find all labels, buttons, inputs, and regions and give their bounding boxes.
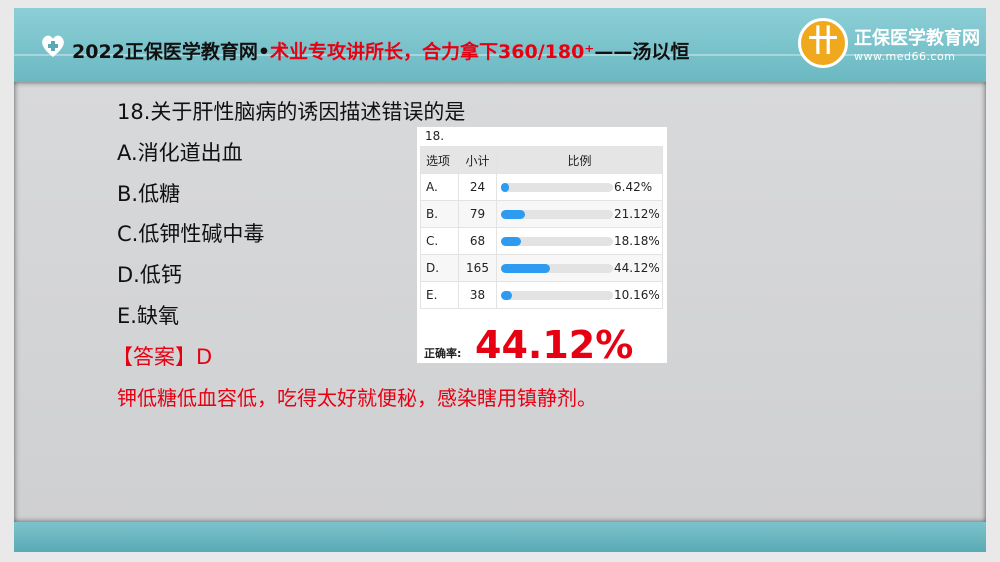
ratio-bar-fill — [501, 183, 509, 192]
row-ratio: 21.12% — [496, 200, 663, 228]
option-c: C.低钾性碱中毒 — [117, 222, 265, 246]
row-count: 24 — [458, 173, 497, 201]
row-option: B. — [420, 200, 459, 228]
row-count: 68 — [458, 227, 497, 255]
option-a: A.消化道出血 — [117, 141, 243, 165]
ratio-bar-track — [501, 237, 613, 246]
table-row: E. 38 10.16% — [420, 281, 663, 309]
row-percent: 18.18% — [614, 234, 660, 248]
option-d: D.低钙 — [117, 263, 182, 287]
row-count: 79 — [458, 200, 497, 228]
row-count: 38 — [458, 281, 497, 309]
header-title: 2022正保医学教育网•术业专攻讲所长，合力拿下360/180⁺——汤以恒 — [72, 41, 690, 63]
row-percent: 21.12% — [614, 207, 660, 221]
answer: 【答案】D — [112, 345, 213, 369]
row-percent: 6.42% — [614, 180, 653, 194]
row-option: A. — [420, 173, 459, 201]
row-percent: 10.16% — [614, 288, 660, 302]
header-option: 选项 — [420, 146, 459, 174]
row-option: C. — [420, 227, 459, 255]
stats-number: 18. — [425, 129, 445, 143]
logo-icon: 卄 — [798, 18, 848, 68]
option-e: E.缺氧 — [117, 304, 179, 328]
logo-url: www.med66.com — [854, 50, 956, 63]
row-count: 165 — [458, 254, 497, 282]
table-row: A. 24 6.42% — [420, 173, 663, 201]
row-ratio: 18.18% — [496, 227, 663, 255]
explanation: 钾低糖低血容低，吃得太好就便秘，感染瞎用镇静剂。 — [117, 386, 597, 410]
ratio-bar-track — [501, 264, 613, 273]
option-b: B.低糖 — [117, 182, 181, 206]
ratio-bar-fill — [501, 237, 522, 246]
ratio-bar-fill — [501, 291, 513, 300]
correct-label: 正确率: — [424, 347, 462, 360]
ratio-bar-fill — [501, 264, 551, 273]
correct-value: 44.12% — [475, 323, 634, 367]
ratio-bar-track — [501, 291, 613, 300]
stats-table: 选项 小计 比例 A. 24 6.42% B. 79 21.12% C. 68 18.18% D. 16… — [420, 146, 663, 309]
footer-strip — [14, 522, 986, 552]
heart-plus-icon — [42, 35, 64, 57]
logo-name: 正保医学教育网 — [854, 28, 980, 49]
row-option: E. — [420, 281, 459, 309]
header-count: 小计 — [458, 146, 497, 174]
table-row: C. 68 18.18% — [420, 227, 663, 255]
ratio-bar-fill — [501, 210, 525, 219]
ratio-bar-track — [501, 183, 613, 192]
question-stem: 18.关于肝性脑病的诱因描述错误的是 — [117, 100, 466, 124]
table-row: B. 79 21.12% — [420, 200, 663, 228]
row-option: D. — [420, 254, 459, 282]
stats-card: 18. 选项 小计 比例 A. 24 6.42% B. 79 21.12% C. 68 18.18%… — [417, 127, 667, 367]
row-ratio: 10.16% — [496, 281, 663, 309]
row-ratio: 6.42% — [496, 173, 663, 201]
row-percent: 44.12% — [614, 261, 660, 275]
header-ratio: 比例 — [496, 146, 663, 174]
ratio-bar-track — [501, 210, 613, 219]
table-row: D. 165 44.12% — [420, 254, 663, 282]
row-ratio: 44.12% — [496, 254, 663, 282]
